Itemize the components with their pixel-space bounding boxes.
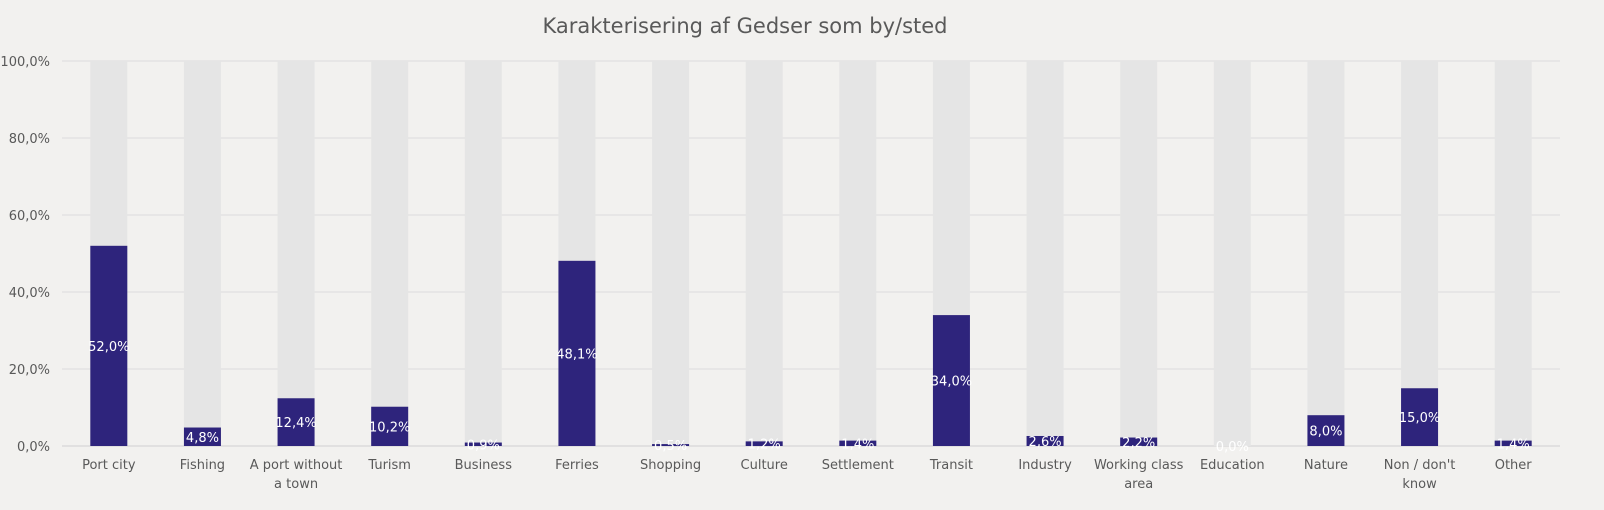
x-tick-label: Fishing	[180, 458, 225, 473]
data-label: 1,2%	[748, 438, 781, 453]
bar	[932, 315, 970, 446]
x-tick-label: Ferries	[555, 458, 599, 473]
data-label: 34,0%	[931, 375, 972, 390]
data-label: 2,2%	[1122, 436, 1155, 451]
background-bar	[1026, 61, 1064, 446]
x-tick-label: Business	[455, 458, 513, 473]
background-bar	[1494, 61, 1532, 446]
bar	[558, 260, 596, 446]
bar	[1494, 440, 1532, 446]
background-bar	[183, 61, 221, 446]
background-bar	[371, 61, 409, 446]
data-label: 52,0%	[88, 340, 129, 355]
bar	[277, 398, 315, 446]
bar	[1026, 435, 1064, 446]
data-label: 48,1%	[556, 347, 597, 362]
y-tick-label: 40,0%	[9, 286, 50, 301]
background-bar	[652, 61, 690, 446]
x-tick-label: Industry	[1018, 458, 1072, 473]
bar	[371, 406, 409, 446]
data-label: 0,9%	[467, 438, 500, 453]
data-label: 0,5%	[654, 439, 687, 454]
background-bar	[1307, 61, 1345, 446]
bar	[1307, 415, 1345, 446]
data-label: 10,2%	[369, 420, 410, 435]
background-bar	[277, 61, 315, 446]
background-bar	[1120, 61, 1158, 446]
y-tick-label: 60,0%	[9, 209, 50, 224]
x-tick-label: Port city	[82, 458, 136, 473]
x-tick-label: Nature	[1304, 458, 1348, 473]
chart-title: Karakterisering af Gedser som by/sted	[542, 14, 948, 38]
y-tick-label: 0,0%	[17, 440, 50, 455]
x-tick-label: know	[1402, 477, 1437, 492]
data-label: 12,4%	[275, 416, 316, 431]
background-bar	[1401, 61, 1439, 446]
y-tick-label: 80,0%	[9, 132, 50, 147]
background-bar	[1213, 61, 1251, 446]
background-bar	[464, 61, 502, 446]
bar	[745, 441, 783, 446]
data-label: 0,0%	[1216, 440, 1249, 455]
x-tick-label: Non / don't	[1384, 458, 1456, 473]
x-tick-label: Shopping	[640, 458, 701, 473]
x-tick-label: Settlement	[822, 458, 894, 473]
bar	[1401, 388, 1439, 446]
x-tick-label: Other	[1495, 458, 1533, 473]
data-label: 1,4%	[1497, 437, 1530, 452]
data-label: 1,4%	[841, 437, 874, 452]
data-label: 8,0%	[1309, 425, 1342, 440]
background-bar	[745, 61, 783, 446]
x-tick-label: A port without	[250, 458, 343, 473]
data-label: 15,0%	[1399, 411, 1440, 426]
bar	[652, 444, 690, 446]
x-tick-label: Transit	[929, 458, 973, 473]
x-tick-label: area	[1124, 477, 1153, 492]
x-tick-label: Education	[1200, 458, 1265, 473]
x-tick-label: Working class	[1094, 458, 1184, 473]
bar	[90, 245, 128, 446]
bar	[839, 440, 877, 446]
background-bar	[839, 61, 877, 446]
x-tick-label: Culture	[741, 458, 788, 473]
data-label: 4,8%	[186, 431, 219, 446]
data-label: 2,6%	[1029, 435, 1062, 450]
y-tick-label: 100,0%	[0, 55, 50, 70]
x-tick-label: Turism	[367, 458, 411, 473]
bar	[183, 427, 221, 446]
x-tick-label: a town	[274, 477, 318, 492]
bar	[464, 442, 502, 446]
y-tick-label: 20,0%	[9, 363, 50, 378]
bar	[1120, 437, 1158, 446]
